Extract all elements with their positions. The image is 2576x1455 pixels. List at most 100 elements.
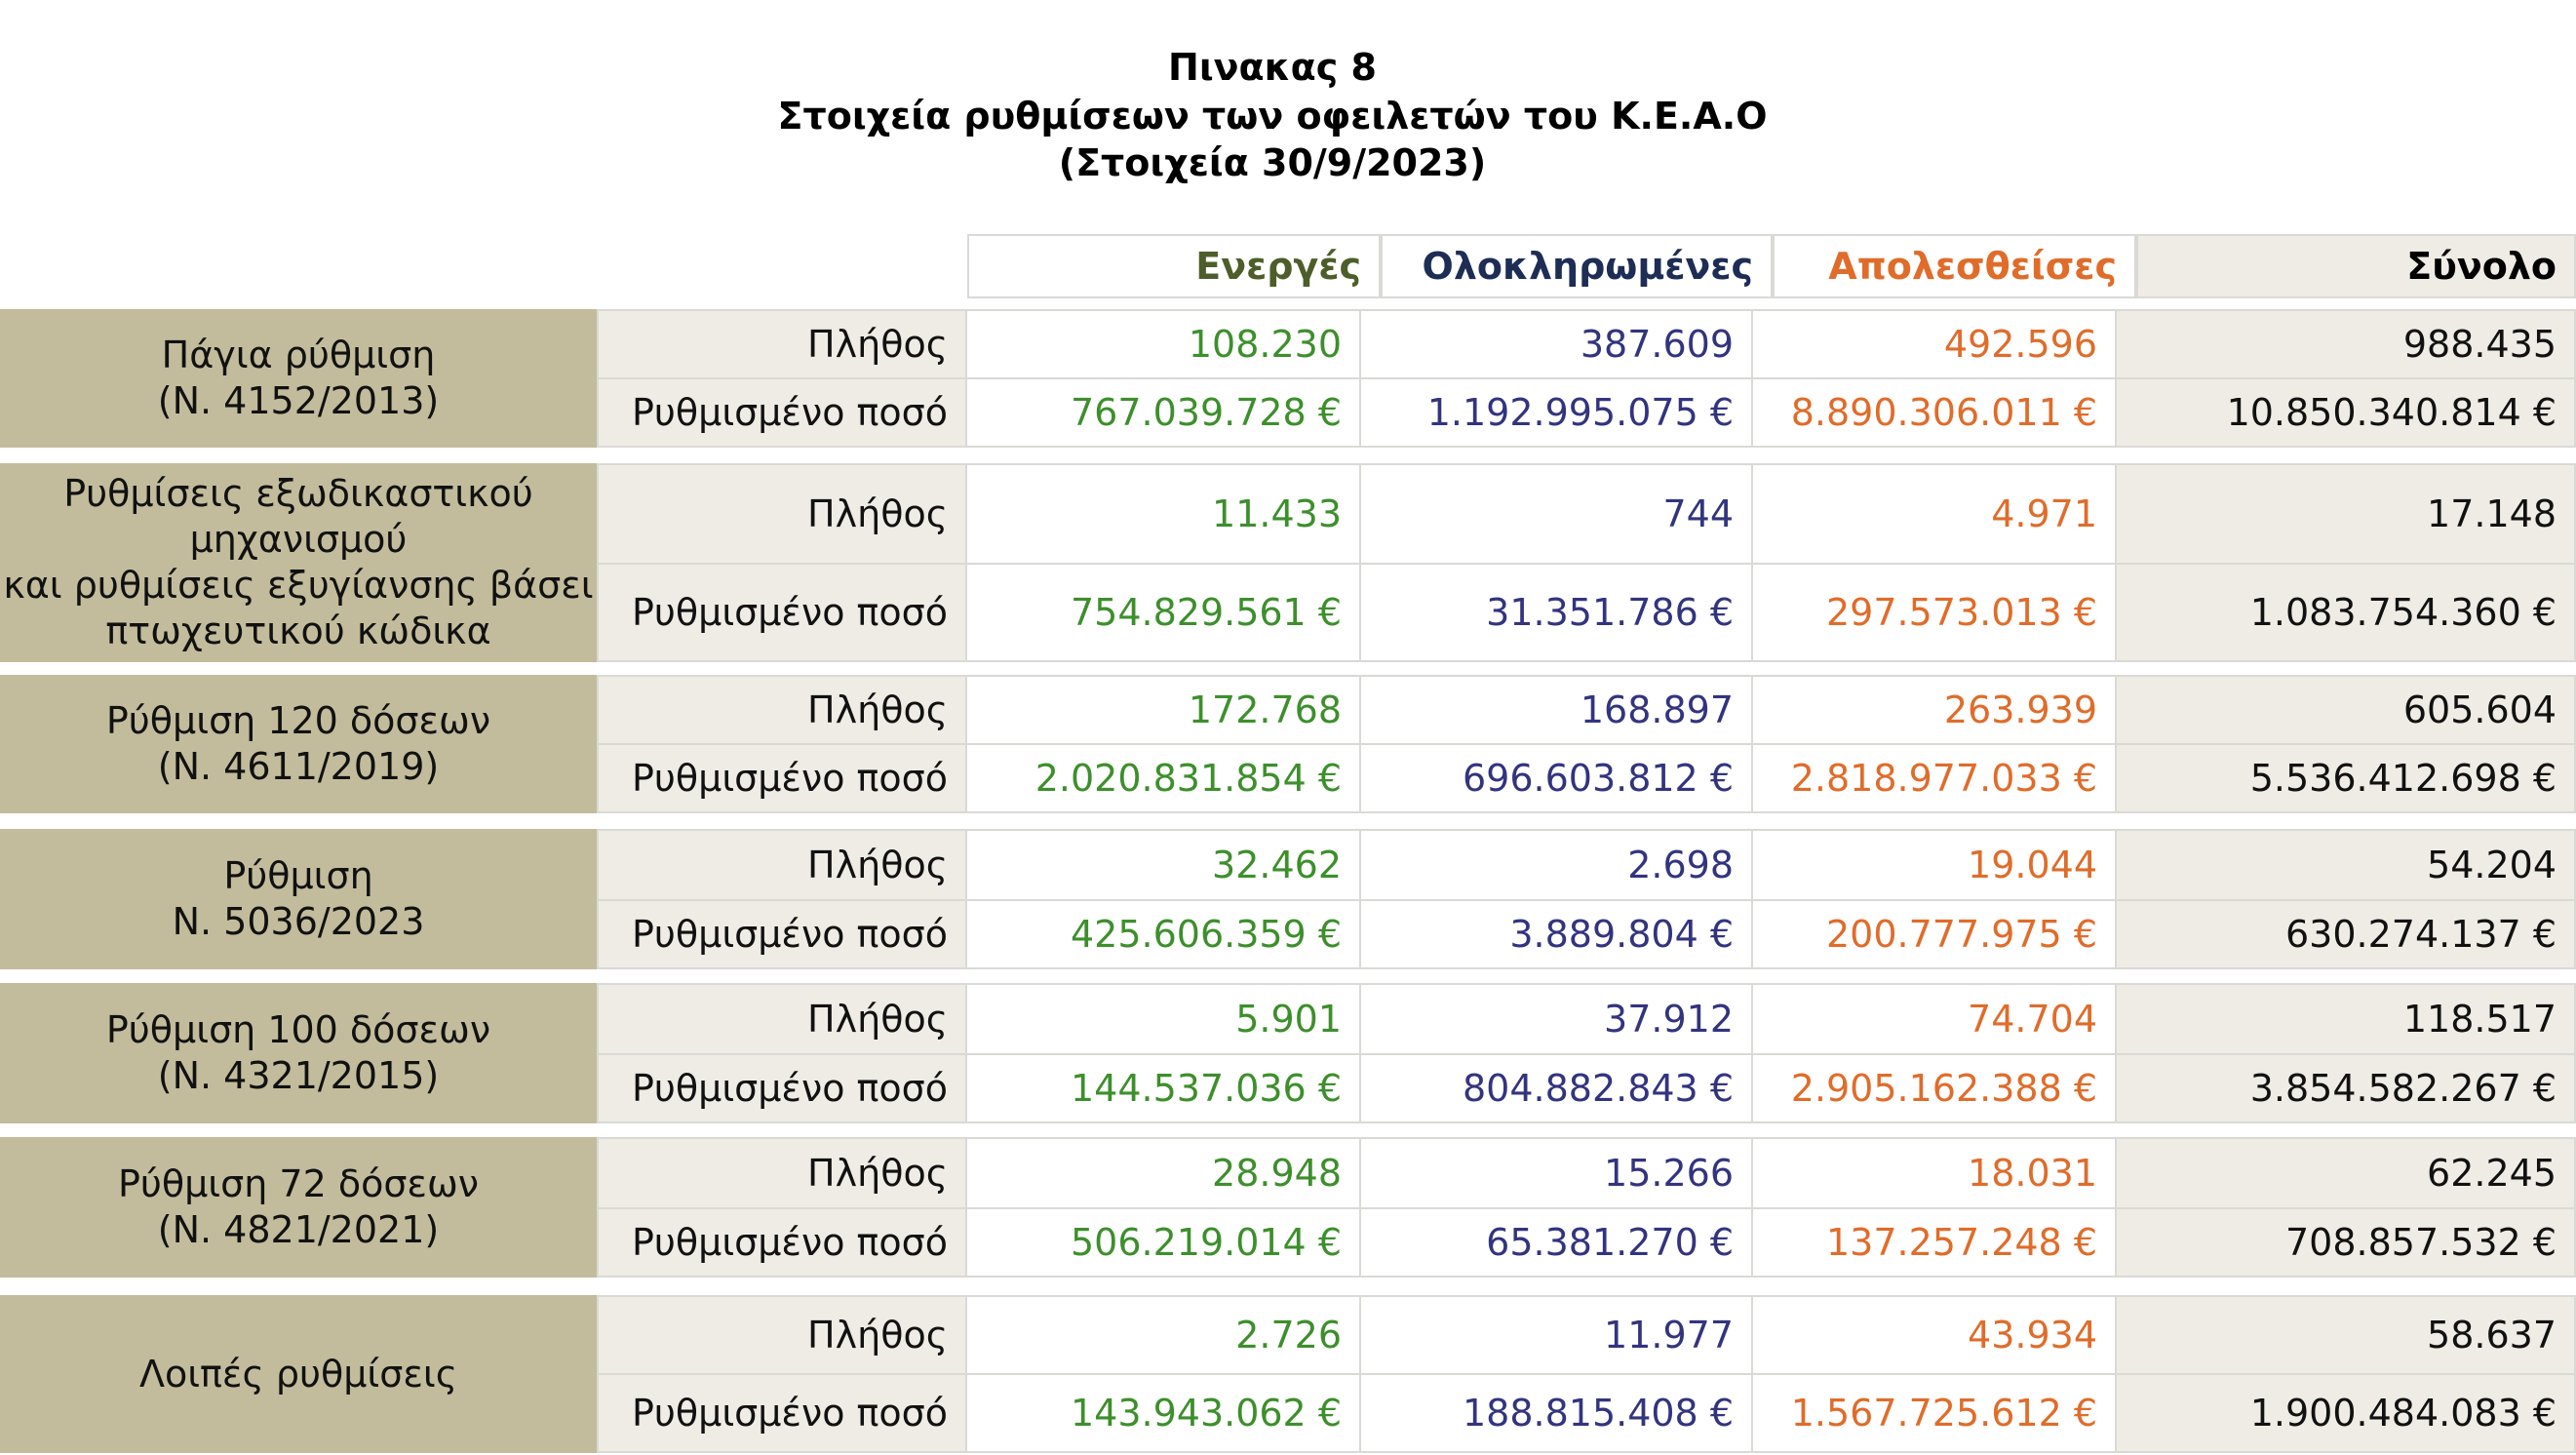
- table-group: Πάγια ρύθμιση (Ν. 4152/2013) Πλήθος 108.230…: [0, 309, 2576, 448]
- group-label: Ρύθμιση 100 δόσεων (Ν. 4321/2015): [0, 983, 597, 1123]
- cell-total-amount: 1.900.484.083 €: [2117, 1373, 2576, 1453]
- row-label-amount: Ρυθμισμένο ποσό: [597, 899, 967, 969]
- table-row: Ρυθμισμένο ποσό 144.537.036 €804.882.843 …: [597, 1053, 2576, 1123]
- cell-completed-amount: 3.889.804 €: [1361, 899, 1753, 969]
- group-label: Ρυθμίσεις εξωδικαστικού μηχανισμού και ρυθ…: [0, 463, 597, 662]
- cell-active-count: 32.462: [967, 829, 1361, 899]
- row-label-amount: Ρυθμισμένο ποσό: [597, 1053, 967, 1123]
- cell-lost-amount: 1.567.725.612 €: [1753, 1373, 2117, 1453]
- cell-total-amount: 708.857.532 €: [2117, 1207, 2576, 1278]
- cell-completed-count: 168.897: [1361, 675, 1753, 743]
- column-header-lost: Απολεσθείσες: [1773, 234, 2136, 298]
- cell-total-amount: 5.536.412.698 €: [2117, 743, 2576, 813]
- row-label-amount: Ρυθμισμένο ποσό: [597, 743, 967, 813]
- table-group: Ρύθμιση 72 δόσεων (Ν. 4821/2021) Πλήθος 28.…: [0, 1137, 2576, 1278]
- cell-total-amount: 10.850.340.814 €: [2117, 377, 2576, 448]
- cell-active-amount: 425.606.359 €: [967, 899, 1361, 969]
- cell-active-amount: 2.020.831.854 €: [967, 743, 1361, 813]
- cell-lost-count: 43.934: [1753, 1295, 2117, 1373]
- cell-total-amount: 630.274.137 €: [2117, 899, 2576, 969]
- row-label-count: Πλήθος: [597, 829, 967, 899]
- cell-active-count: 28.948: [967, 1137, 1361, 1207]
- cell-completed-count: 744: [1361, 463, 1753, 563]
- group-label-line: (Ν. 4611/2019): [157, 745, 440, 788]
- table-date: (Στοιχεία 30/9/2023): [1058, 141, 1487, 184]
- cell-active-amount: 144.537.036 €: [967, 1053, 1361, 1123]
- group-label-line: Ν. 5036/2023: [172, 900, 425, 943]
- group-label-line: (Ν. 4152/2013): [157, 379, 440, 422]
- cell-active-amount: 506.219.014 €: [967, 1207, 1361, 1278]
- cell-completed-count: 37.912: [1361, 983, 1753, 1053]
- group-label-line: και ρυθμίσεις εξυγίανσης βάσει: [3, 564, 594, 607]
- cell-total-count: 58.637: [2117, 1295, 2576, 1373]
- cell-lost-count: 263.939: [1753, 675, 2117, 743]
- table-group: Ρύθμιση 100 δόσεων (Ν. 4321/2015) Πλήθος 5.…: [0, 983, 2576, 1123]
- table-row: Πλήθος 5.901 37.912 74.704 118.517: [597, 983, 2576, 1053]
- row-label-amount: Ρυθμισμένο ποσό: [597, 377, 967, 448]
- group-label-line: Ρύθμιση 72 δόσεων: [117, 1162, 480, 1205]
- cell-total-count: 605.604: [2117, 675, 2576, 743]
- cell-active-amount: 754.829.561 €: [967, 563, 1361, 662]
- cell-completed-amount: 1.192.995.075 €: [1361, 377, 1753, 448]
- cell-total-count: 62.245: [2117, 1137, 2576, 1207]
- cell-completed-count: 15.266: [1361, 1137, 1753, 1207]
- group-label-line: Ρύθμιση 120 δόσεων: [105, 699, 491, 742]
- cell-lost-count: 492.596: [1753, 309, 2117, 377]
- cell-active-count: 2.726: [967, 1295, 1361, 1373]
- group-label-line: Πάγια ρύθμιση: [161, 334, 436, 376]
- table-group: Ρύθμιση 120 δόσεων (Ν. 4611/2019) Πλήθος 17…: [0, 675, 2576, 813]
- cell-active-amount: 143.943.062 €: [967, 1373, 1361, 1453]
- table-row: Ρυθμισμένο ποσό 754.829.561 €31.351.786 €…: [597, 563, 2576, 662]
- table-row: Ρυθμισμένο ποσό 425.606.359 €3.889.804 €2…: [597, 899, 2576, 969]
- cell-lost-amount: 137.257.248 €: [1753, 1207, 2117, 1278]
- cell-lost-amount: 2.905.162.388 €: [1753, 1053, 2117, 1123]
- cell-total-count: 118.517: [2117, 983, 2576, 1053]
- cell-active-count: 108.230: [967, 309, 1361, 377]
- table-group: Λοιπές ρυθμίσεις Πλήθος 2.726 11.977 43.934 5…: [0, 1295, 2576, 1453]
- row-label-amount: Ρυθμισμένο ποσό: [597, 1207, 967, 1278]
- cell-total-amount: 3.854.582.267 €: [2117, 1053, 2576, 1123]
- row-label-count: Πλήθος: [597, 983, 967, 1053]
- cell-total-count: 17.148: [2117, 463, 2576, 563]
- row-label-count: Πλήθος: [597, 1137, 967, 1207]
- row-label-count: Πλήθος: [597, 309, 967, 377]
- cell-active-count: 11.433: [967, 463, 1361, 563]
- group-label-line: μηχανισμού: [189, 518, 408, 561]
- cell-lost-amount: 2.818.977.033 €: [1753, 743, 2117, 813]
- row-label-amount: Ρυθμισμένο ποσό: [597, 563, 967, 662]
- cell-completed-amount: 188.815.408 €: [1361, 1373, 1753, 1453]
- table-row: Πλήθος 32.462 2.698 19.044 54.204: [597, 829, 2576, 899]
- column-header-total: Σύνολο: [2136, 234, 2576, 298]
- cell-lost-amount: 200.777.975 €: [1753, 899, 2117, 969]
- cell-total-count: 988.435: [2117, 309, 2576, 377]
- table-title: Πινακας 8: [1168, 46, 1377, 89]
- group-label: Λοιπές ρυθμίσεις: [0, 1295, 597, 1453]
- cell-lost-amount: 297.573.013 €: [1753, 563, 2117, 662]
- group-label-line: Λοιπές ρυθμίσεις: [138, 1352, 458, 1396]
- group-label-line: (Ν. 4821/2021): [157, 1208, 440, 1251]
- cell-lost-count: 74.704: [1753, 983, 2117, 1053]
- cell-completed-count: 387.609: [1361, 309, 1753, 377]
- column-header-completed: Ολοκληρωμένες: [1381, 234, 1773, 298]
- cell-lost-count: 19.044: [1753, 829, 2117, 899]
- group-label: Ρύθμιση 120 δόσεων (Ν. 4611/2019): [0, 675, 597, 813]
- cell-lost-count: 4.971: [1753, 463, 2117, 563]
- cell-active-count: 172.768: [967, 675, 1361, 743]
- table-row: Πλήθος 2.726 11.977 43.934 58.637: [597, 1295, 2576, 1373]
- group-label-line: Ρυθμίσεις εξωδικαστικού: [63, 472, 533, 515]
- column-header-active: Ενεργές: [967, 234, 1381, 298]
- table-group: Ρύθμιση Ν. 5036/2023 Πλήθος 32.462 2.698 19.0…: [0, 829, 2576, 969]
- cell-completed-amount: 65.381.270 €: [1361, 1207, 1753, 1278]
- cell-total-amount: 1.083.754.360 €: [2117, 563, 2576, 662]
- row-label-count: Πλήθος: [597, 675, 967, 743]
- table-row: Ρυθμισμένο ποσό 506.219.014 €65.381.270 €…: [597, 1207, 2576, 1278]
- cell-lost-amount: 8.890.306.011 €: [1753, 377, 2117, 448]
- table-row: Πλήθος 11.433 744 4.971 17.148: [597, 463, 2576, 563]
- table-row: Ρυθμισμένο ποσό 2.020.831.854 €696.603.81…: [597, 743, 2576, 813]
- table-row: Ρυθμισμένο ποσό 143.943.062 €188.815.408 …: [597, 1373, 2576, 1453]
- table-row: Πλήθος 172.768 168.897 263.939 605.604: [597, 675, 2576, 743]
- cell-completed-amount: 804.882.843 €: [1361, 1053, 1753, 1123]
- group-label: Πάγια ρύθμιση (Ν. 4152/2013): [0, 309, 597, 448]
- cell-completed-amount: 696.603.812 €: [1361, 743, 1753, 813]
- table-subtitle: Στοιχεία ρυθμίσεων των οφειλετών του Κ.Ε…: [777, 95, 1768, 138]
